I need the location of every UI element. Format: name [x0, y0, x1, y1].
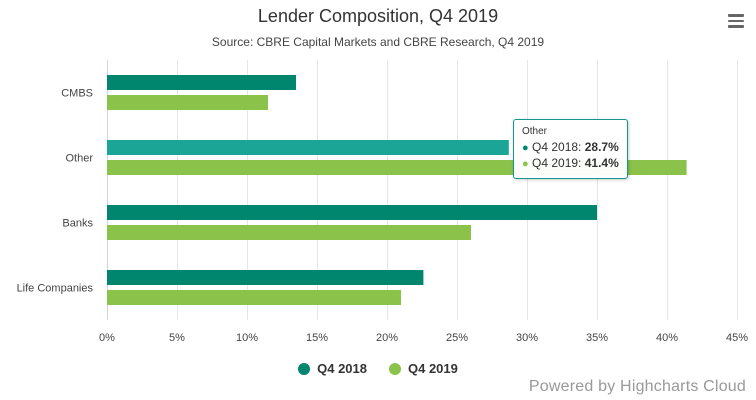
x-tick-label: 0% — [99, 332, 115, 344]
category-label: CMBS — [61, 88, 93, 100]
tooltip-row-q4-2018: ● Q4 2018: 28.7% — [522, 140, 619, 156]
tooltip-value-q4-2019: 41.4% — [584, 156, 619, 170]
bar-q4-2019-banks — [107, 225, 471, 240]
category-label: Banks — [62, 218, 93, 230]
bar-q4-2019-life-companies — [107, 290, 401, 305]
legend-label-q4-2018: Q4 2018 — [317, 361, 367, 376]
category-label: Other — [65, 153, 93, 165]
bar-q4-2018-banks — [107, 205, 597, 220]
bar-q4-2019-cmbs — [107, 95, 268, 110]
chart-subtitle: Source: CBRE Capital Markets and CBRE Re… — [211, 35, 545, 49]
x-tick-label: 45% — [726, 332, 748, 344]
legend-marker-q4-2018 — [298, 362, 311, 375]
tooltip-value-q4-2018: 28.7% — [584, 140, 619, 154]
tooltip-header: Other — [522, 126, 548, 137]
tooltip-row-q4-2019: ● Q4 2019: 41.4% — [522, 156, 619, 172]
legend-label-q4-2019: Q4 2019 — [408, 361, 458, 376]
legend-item-q4-2019[interactable]: Q4 2019 — [389, 361, 458, 376]
category-label: Life Companies — [17, 283, 94, 295]
credits-link[interactable]: Powered by Highcharts Cloud — [528, 378, 746, 395]
tooltip-dot-q4-2019: ● — [522, 158, 529, 170]
x-tick-label: 25% — [446, 332, 468, 344]
x-tick-label: 40% — [656, 332, 678, 344]
tooltip-label-q4-2018: Q4 2018: — [532, 140, 585, 154]
legend: Q4 2018 Q4 2019 — [0, 361, 756, 376]
hamburger-menu-icon[interactable] — [728, 14, 744, 28]
x-tick-label: 15% — [306, 332, 328, 344]
legend-item-q4-2018[interactable]: Q4 2018 — [298, 361, 367, 376]
bar-q4-2018-cmbs — [107, 75, 296, 90]
bar-q4-2018-life-companies — [107, 270, 424, 285]
tooltip: Other ● Q4 2018: 28.7% ● Q4 2019: 41.4% — [513, 119, 628, 179]
x-tick-label: 10% — [236, 332, 258, 344]
tooltip-dot-q4-2018: ● — [522, 142, 529, 154]
x-tick-label: 30% — [516, 332, 538, 344]
x-tick-label: 35% — [586, 332, 608, 344]
legend-marker-q4-2019 — [389, 362, 401, 375]
chart-title: Lender Composition, Q4 2019 — [257, 6, 499, 26]
x-tick-label: 20% — [376, 332, 398, 344]
bar-q4-2018-other — [107, 140, 509, 155]
x-tick-label: 5% — [169, 332, 185, 344]
tooltip-label-q4-2019: Q4 2019: — [532, 156, 585, 170]
